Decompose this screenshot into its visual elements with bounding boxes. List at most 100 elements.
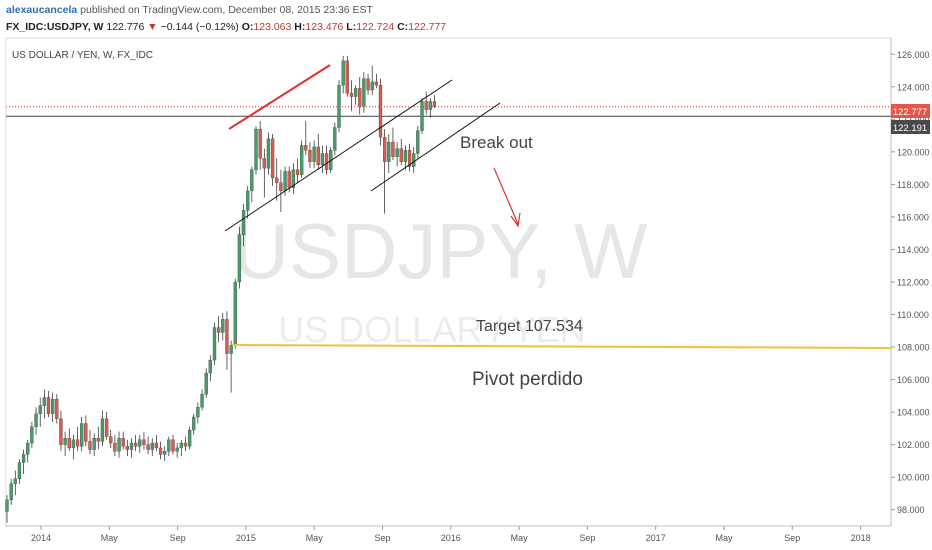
- candle: [270, 133, 275, 187]
- candle: [100, 410, 105, 447]
- candle: [221, 312, 225, 341]
- candle: [316, 133, 320, 170]
- breakout-arrow[interactable]: [493, 167, 519, 225]
- candle: [391, 127, 395, 160]
- candle: [291, 163, 296, 195]
- chart-header: alexaucancela published on TradingView.c…: [0, 0, 932, 38]
- candle-body: [349, 93, 354, 97]
- y-tick-label: 120.000: [897, 147, 930, 157]
- candle: [104, 412, 109, 440]
- candle-body: [192, 416, 196, 431]
- candle: [420, 98, 424, 134]
- candle: [237, 226, 242, 289]
- close-value: 122.777: [408, 21, 447, 33]
- candle: [192, 413, 196, 435]
- candle: [167, 436, 171, 457]
- candle: [233, 278, 237, 349]
- candle: [204, 368, 208, 398]
- candle-body: [420, 101, 424, 131]
- candle: [387, 133, 391, 174]
- candle: [225, 311, 229, 370]
- ohlc-line: FX_IDC:USDJPY, W 122.776 ▼ −0.144 (−0.12…: [6, 21, 446, 33]
- candle-body: [216, 327, 221, 333]
- candle-body: [67, 438, 71, 449]
- y-tick-label: 118.000: [897, 180, 929, 190]
- candle: [146, 436, 150, 455]
- candle: [51, 392, 55, 422]
- candle-body: [382, 137, 387, 162]
- x-tick-label: May: [306, 533, 324, 543]
- candle-body: [196, 407, 200, 418]
- y-tick-label: 112.000: [897, 278, 929, 288]
- candle: [324, 145, 329, 175]
- candle: [21, 449, 26, 474]
- candle-body: [370, 81, 374, 91]
- candle-body: [46, 397, 51, 414]
- candle-body: [17, 462, 22, 479]
- target-label: Target 107.534: [476, 318, 583, 335]
- candle: [246, 186, 250, 219]
- pivot-label: Pivot perdido: [472, 369, 583, 390]
- drawings: Break out Target 107.534 Pivot perdido: [224, 64, 892, 390]
- candle: [96, 426, 100, 450]
- candle-body: [304, 145, 308, 151]
- author-link[interactable]: alexaucancela: [6, 4, 78, 16]
- symbol-label[interactable]: FX_IDC:USDJPY, W: [6, 21, 104, 33]
- candle-body: [299, 145, 304, 175]
- breakout-arrow-head-icon: [510, 212, 521, 228]
- watermark-symbol: USDJPY, W: [233, 207, 648, 295]
- reference-price-tag-text: 122.191: [893, 123, 927, 134]
- candle-body: [246, 190, 250, 211]
- price-axis: 98.000 100.000 102.000 104.000 106.000 108.00…: [891, 50, 930, 515]
- candle-body: [345, 60, 349, 94]
- candle-body: [109, 436, 113, 444]
- last-price-tag: 122.777: [891, 104, 930, 118]
- candle-body: [416, 130, 420, 154]
- candle: [92, 433, 96, 457]
- candle: [42, 389, 46, 419]
- candle-body: [208, 359, 213, 374]
- y-tick-label: 110.000: [897, 310, 929, 320]
- candle-body: [399, 148, 403, 162]
- red-trendline[interactable]: [228, 64, 331, 130]
- candle-body: [432, 101, 437, 107]
- candle: [353, 85, 358, 105]
- candle: [308, 142, 312, 169]
- y-tick-label: 100.000: [897, 473, 930, 483]
- candle-body: [424, 101, 428, 110]
- candle: [250, 166, 254, 203]
- candle-body: [254, 128, 258, 170]
- candle-body: [337, 85, 341, 128]
- target-line[interactable]: [231, 344, 892, 349]
- time-axis: 2014 May Sep 2015 May Sep 2016 May Sep 2017 May Sep…: [31, 526, 871, 543]
- candle: [154, 434, 159, 452]
- candle: [362, 72, 366, 113]
- candle-body: [403, 150, 408, 162]
- candle: [424, 91, 428, 115]
- candle-body: [129, 442, 134, 450]
- candle-body: [163, 451, 167, 455]
- candle-body: [113, 442, 117, 452]
- candle: [55, 394, 59, 424]
- low-label: L:: [346, 21, 357, 33]
- x-tick-label: Sep: [170, 533, 186, 543]
- x-tick-label: May: [511, 533, 529, 543]
- low-value: 122.724: [356, 21, 395, 33]
- channel-line-upper[interactable]: [224, 79, 453, 232]
- x-tick-label: Sep: [374, 533, 390, 543]
- candle-body: [138, 439, 142, 447]
- channel-line-lower[interactable]: [370, 102, 501, 192]
- pane-title: US DOLLAR / YEN, W, FX_IDC: [12, 50, 153, 61]
- candle-body: [117, 438, 121, 452]
- x-tick-label: 2014: [31, 533, 51, 543]
- candle: [258, 120, 262, 170]
- candle: [46, 390, 51, 418]
- candle: [395, 142, 399, 167]
- candle: [254, 125, 258, 175]
- candle-body: [320, 153, 325, 166]
- candle: [428, 98, 432, 118]
- candle-body: [362, 78, 366, 107]
- high-value: 123.476: [305, 21, 344, 33]
- candle-body: [241, 210, 246, 235]
